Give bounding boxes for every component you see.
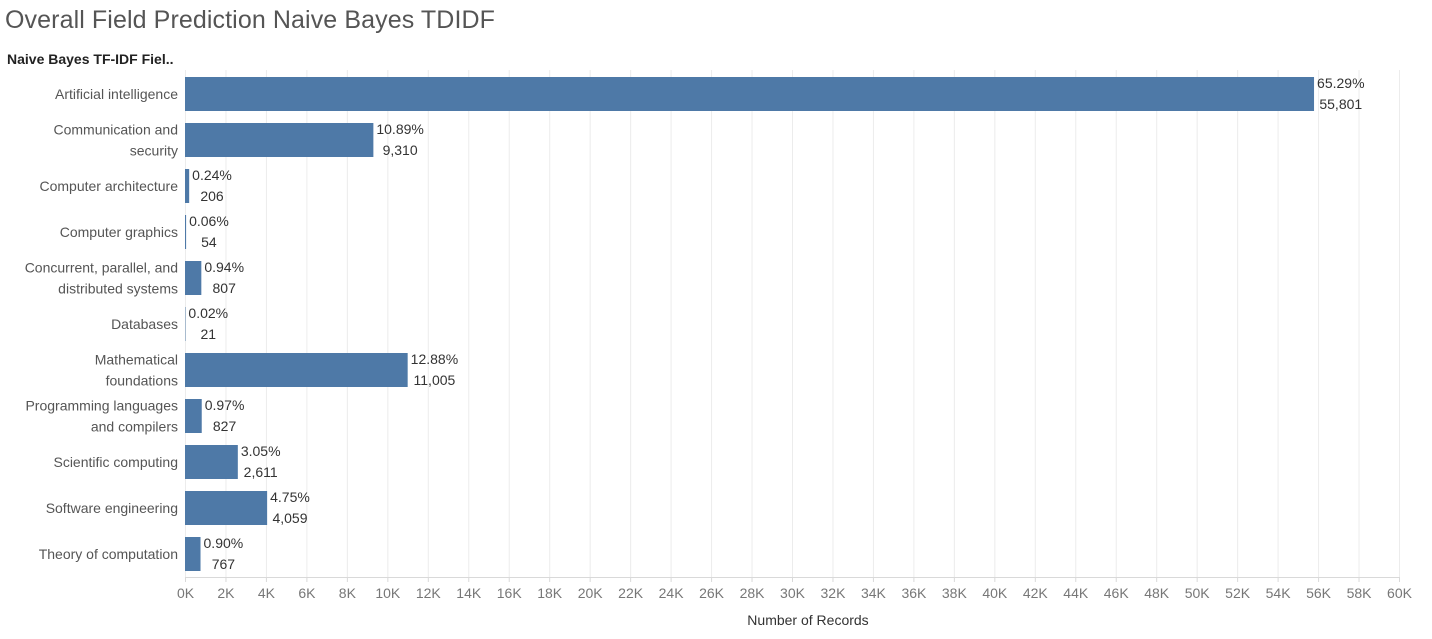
chart-title: Overall Field Prediction Naive Bayes TDI…: [5, 6, 496, 34]
category-label: foundations: [106, 373, 178, 389]
bar: [185, 77, 1315, 111]
category-label: distributed systems: [58, 281, 178, 297]
percent-label: 0.94%: [204, 259, 244, 275]
category-label: Mathematical: [95, 352, 178, 368]
x-tick-label: 34K: [861, 585, 887, 601]
x-tick-label: 22K: [618, 585, 644, 601]
count-label: 54: [201, 234, 217, 250]
percent-label: 0.02%: [188, 305, 228, 321]
count-label: 11,005: [414, 372, 456, 388]
x-tick-label: 12K: [416, 585, 442, 601]
x-tick-label: 48K: [1144, 585, 1170, 601]
count-label: 206: [200, 188, 224, 204]
percent-label: 0.06%: [189, 213, 229, 229]
category-label: and compilers: [91, 419, 178, 435]
percent-label: 10.89%: [376, 121, 423, 137]
x-tick-label: 4K: [258, 585, 276, 601]
x-tick-label: 50K: [1185, 585, 1211, 601]
x-tick-label: 14K: [456, 585, 482, 601]
category-label: Programming languages: [25, 398, 178, 414]
percent-label: 0.24%: [192, 167, 232, 183]
x-tick-label: 16K: [497, 585, 523, 601]
bar: [185, 123, 374, 157]
category-label: Theory of computation: [39, 546, 178, 562]
category-label: Computer architecture: [39, 178, 178, 194]
category-label: Artificial intelligence: [55, 86, 178, 102]
x-tick-label: 54K: [1266, 585, 1292, 601]
x-tick-label: 18K: [537, 585, 563, 601]
x-tick-label: 58K: [1347, 585, 1373, 601]
x-tick-label: 24K: [659, 585, 685, 601]
bar: [185, 215, 187, 249]
bar: [185, 169, 190, 203]
x-tick-label: 56K: [1306, 585, 1332, 601]
x-tick-label: 32K: [821, 585, 847, 601]
bar: [185, 261, 202, 295]
x-tick-label: 26K: [699, 585, 725, 601]
x-tick-label: 0K: [177, 585, 195, 601]
x-tick-label: 2K: [217, 585, 235, 601]
x-axis-title: Number of Records: [747, 612, 869, 628]
category-label: Concurrent, parallel, and: [25, 260, 178, 276]
bar: [185, 399, 202, 433]
count-label: 2,611: [244, 464, 278, 480]
category-label: security: [130, 143, 178, 159]
x-tick-label: 40K: [982, 585, 1008, 601]
x-tick-label: 44K: [1063, 585, 1089, 601]
x-tick-label: 60K: [1387, 585, 1413, 601]
x-tick-label: 30K: [780, 585, 806, 601]
row-dimension-header[interactable]: Naive Bayes TF-IDF Fiel..: [7, 51, 174, 67]
count-label: 21: [200, 326, 216, 342]
percent-label: 0.97%: [205, 397, 245, 413]
count-label: 55,801: [1319, 96, 1362, 112]
x-tick-label: 36K: [901, 585, 927, 601]
count-label: 4,059: [272, 510, 307, 526]
count-label: 9,310: [383, 142, 418, 158]
count-label: 807: [213, 280, 237, 296]
x-tick-label: 52K: [1225, 585, 1251, 601]
x-tick-label: 20K: [578, 585, 604, 601]
category-label: Databases: [111, 316, 178, 332]
bar: [185, 445, 238, 479]
count-label: 827: [213, 418, 237, 434]
percent-label: 65.29%: [1317, 75, 1364, 91]
percent-label: 12.88%: [411, 351, 458, 367]
x-tick-label: 46K: [1104, 585, 1130, 601]
x-tick-label: 10K: [375, 585, 401, 601]
percent-label: 0.90%: [204, 535, 244, 551]
x-tick-label: 6K: [298, 585, 316, 601]
category-label: Communication and: [53, 122, 178, 138]
bar: [185, 537, 201, 571]
x-tick-label: 28K: [740, 585, 766, 601]
category-label: Software engineering: [46, 500, 178, 516]
x-tick-label: 38K: [942, 585, 968, 601]
percent-label: 4.75%: [270, 489, 310, 505]
count-label: 767: [212, 556, 236, 572]
x-tick-label: 42K: [1023, 585, 1049, 601]
category-label: Scientific computing: [53, 454, 178, 470]
bar: [185, 353, 408, 387]
percent-label: 3.05%: [241, 443, 281, 459]
category-label: Computer graphics: [60, 224, 178, 240]
x-tick-label: 8K: [339, 585, 357, 601]
bar: [185, 491, 268, 525]
